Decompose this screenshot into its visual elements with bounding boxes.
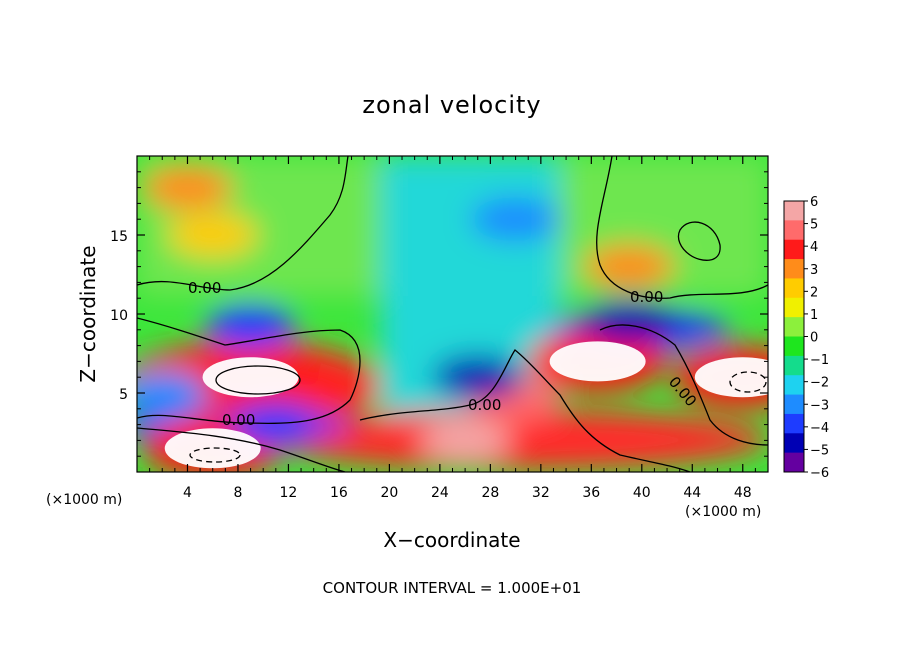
colorbar-swatch: [784, 317, 804, 337]
feature-core: [694, 357, 768, 398]
feature-core: [164, 428, 261, 469]
feature-blob: [584, 299, 675, 344]
y-tick-label: 15: [110, 229, 128, 245]
x-tick-label: 8: [233, 485, 242, 501]
x-tick-label: 12: [280, 485, 298, 501]
contour-left-loop: [137, 317, 361, 425]
y-tick-label: 5: [119, 387, 128, 403]
x-tick-label: 32: [532, 485, 550, 501]
feature-blob: [584, 244, 675, 289]
x-tick-label: 4: [183, 485, 192, 501]
contour-interval-note: CONTOUR INTERVAL = 1.000E+01: [323, 579, 582, 597]
colorbar-label: −4: [810, 421, 829, 436]
chart-title: zonal velocity: [362, 91, 541, 119]
feature-blob: [205, 304, 296, 349]
feature-blob: [420, 418, 511, 463]
colorbar-label: 0: [810, 331, 818, 346]
colorbar-swatch: [784, 433, 804, 454]
x-tick-label: 24: [431, 485, 449, 501]
colorbar-label: 3: [810, 263, 818, 278]
colorbar-swatch: [784, 278, 804, 299]
x-axis-label: X−coordinate: [383, 528, 520, 552]
colorbar-swatch: [784, 297, 804, 318]
x-tick-label: 44: [683, 485, 701, 501]
colorbar-label: 1: [810, 308, 818, 323]
colorbar-swatch: [784, 220, 804, 241]
x-tick-label: 36: [582, 485, 600, 501]
colorbar-swatch: [784, 336, 804, 357]
colorbar-label: 6: [810, 195, 818, 210]
colorbar-label: 4: [810, 240, 818, 255]
colorbar-swatch: [784, 201, 804, 221]
x-tick-label: 16: [330, 485, 348, 501]
contour-label: 0.00: [222, 411, 255, 429]
velocity-field: [137, 156, 768, 472]
feature-blob: [230, 402, 321, 447]
contour-mid: [359, 349, 691, 472]
contour-upper-ring: [677, 221, 721, 261]
contour-inner-right: [729, 371, 767, 393]
contour-bottom-left: [137, 427, 346, 472]
contour-label: 0.00: [630, 288, 663, 306]
colorbar-label: −3: [810, 398, 829, 413]
feature-blob: [432, 355, 523, 400]
x-axis-ticks: 4 8 12 16 20 24 28 32 36 40 44 48: [149, 156, 756, 501]
colorbar-swatch: [784, 355, 804, 376]
x-tick-label: 20: [380, 485, 398, 501]
y-axis-label: Z−coordinate: [76, 245, 100, 382]
zero-contours: [137, 156, 768, 472]
contour-inner-bottom: [189, 447, 241, 463]
colorbar-label: −6: [810, 466, 829, 481]
feature-core: [549, 341, 646, 382]
feature-blob: [167, 213, 258, 257]
x-unit-right: (×1000 m): [685, 504, 761, 520]
y-tick-label: 10: [110, 308, 128, 324]
x-unit-left: (×1000 m): [46, 492, 122, 508]
colorbar-label: 2: [810, 285, 818, 300]
x-tick-label: 40: [633, 485, 651, 501]
colorbar-label: −1: [810, 353, 829, 368]
x-tick-label: 48: [734, 485, 752, 501]
feature-blob: [470, 197, 561, 242]
contour-label: 0.00: [468, 396, 501, 414]
colorbar-label: 5: [810, 218, 818, 233]
colorbar: 6 5 4 3 2 1 0 −1 −2 −3 −4 −5 −6: [783, 195, 829, 481]
contour-upper-right: [596, 156, 768, 299]
x-tick-label: 28: [481, 485, 499, 501]
contour-label: 0.00: [188, 279, 221, 297]
bottom-red-band: [270, 410, 768, 470]
contour-right: [599, 324, 768, 446]
colorbar-swatch: [784, 239, 804, 260]
contour-upper-left: [137, 156, 349, 291]
colorbar-swatch: [784, 452, 804, 473]
contour-inner-left: [215, 365, 301, 395]
colorbar-swatch: [784, 375, 804, 396]
feature-blob: [137, 371, 208, 415]
colorbar-swatch: [784, 394, 804, 415]
colorbar-swatch: [784, 259, 804, 279]
feature-markers: [164, 341, 768, 469]
feature-blob: [142, 165, 233, 210]
colorbar-label: −5: [810, 443, 829, 458]
y-axis-ticks: 5 10 15: [110, 171, 768, 457]
plot-area: [137, 156, 768, 472]
colorbar-label: −2: [810, 376, 829, 391]
colorbar-swatch: [784, 413, 804, 434]
